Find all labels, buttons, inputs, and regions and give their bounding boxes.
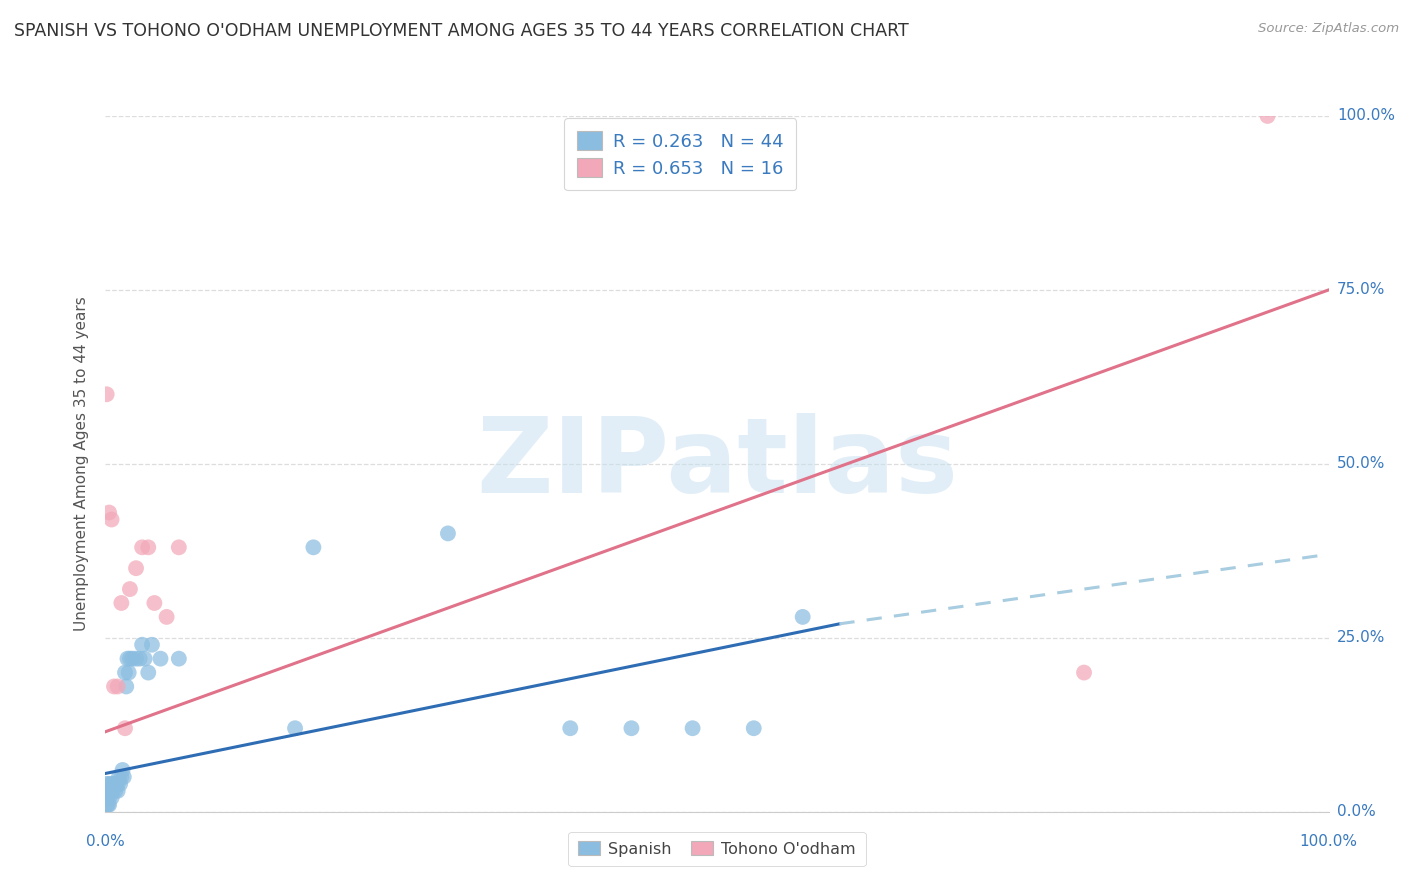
Point [97,797,120,812]
Point [125,561,148,575]
Point [118,651,141,665]
Point [112,770,135,784]
Text: 100.0%: 100.0% [1337,109,1395,123]
Point [107,784,129,798]
Point [96,790,118,805]
Point [1073,665,1095,680]
Point [118,665,141,680]
Point [110,596,132,610]
Point [284,721,307,735]
Point [96,797,118,812]
Point [100,790,122,805]
Point [136,541,159,555]
Point [101,784,124,798]
Point [107,680,129,694]
Point [302,541,325,555]
Point [98,790,121,805]
Point [742,721,765,735]
Text: ZIPatlas: ZIPatlas [477,413,957,515]
Legend: Spanish, Tohono O'odham: Spanish, Tohono O'odham [568,831,866,866]
Y-axis label: Unemployment Among Ages 35 to 44 years: Unemployment Among Ages 35 to 44 years [75,296,90,632]
Point [98,784,121,798]
Point [134,651,156,665]
Point [100,777,122,791]
Point [682,721,704,735]
Point [155,610,177,624]
Text: 75.0%: 75.0% [1337,283,1385,297]
Point [103,680,125,694]
Point [792,610,814,624]
Text: 0.0%: 0.0% [1337,805,1375,819]
Point [131,541,153,555]
Point [114,665,136,680]
Point [98,506,121,520]
Point [143,596,166,610]
Point [437,526,460,541]
Point [620,721,643,735]
Point [167,651,190,665]
Point [128,651,150,665]
Point [149,651,172,665]
Text: 25.0%: 25.0% [1337,631,1385,645]
Point [98,797,121,812]
Point [108,770,131,784]
Text: Source: ZipAtlas.com: Source: ZipAtlas.com [1258,22,1399,36]
Point [118,582,141,596]
Text: 0.0%: 0.0% [86,834,125,849]
Point [117,651,139,665]
Point [141,638,163,652]
Text: 50.0%: 50.0% [1337,457,1385,471]
Point [167,541,190,555]
Point [136,665,159,680]
Point [97,784,120,798]
Point [104,784,127,798]
Text: 100.0%: 100.0% [1299,834,1358,849]
Point [108,777,131,791]
Point [560,721,582,735]
Point [96,777,118,791]
Point [100,512,122,526]
Point [114,721,136,735]
Point [131,638,153,652]
Point [107,777,129,791]
Text: SPANISH VS TOHONO O'ODHAM UNEMPLOYMENT AMONG AGES 35 TO 44 YEARS CORRELATION CHA: SPANISH VS TOHONO O'ODHAM UNEMPLOYMENT A… [14,22,908,40]
Point [96,387,118,401]
Point [121,651,143,665]
Point [115,680,138,694]
Point [1256,109,1278,123]
Point [98,777,121,791]
Point [103,777,125,791]
Point [111,763,134,777]
Point [105,777,128,791]
Point [125,651,148,665]
Point [110,770,132,784]
